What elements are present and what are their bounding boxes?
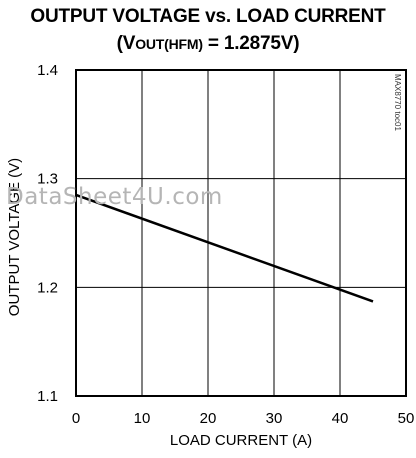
x-axis-title: LOAD CURRENT (A) <box>169 432 313 449</box>
y-tick-label-0: 1.1 <box>37 388 58 405</box>
subtitle-prefix: (V <box>116 33 136 54</box>
part-number-label: MAX8770 toc01 <box>393 74 402 131</box>
x-tick-label-0: 0 <box>72 410 80 427</box>
y-tick-label-3: 1.4 <box>37 62 58 79</box>
x-tick-label-3: 30 <box>266 410 283 427</box>
x-tick-label-5: 50 <box>398 410 415 427</box>
x-tick-label-1: 10 <box>134 410 151 427</box>
y-tick-label-1: 1.2 <box>37 279 58 296</box>
watermark-text: DataSheet4U.com <box>6 184 223 210</box>
series-line-0 <box>75 193 374 303</box>
subtitle-subscript: OUT(HFM) <box>135 36 203 52</box>
x-tick-label-4: 40 <box>332 410 349 427</box>
chart-title: OUTPUT VOLTAGE vs. LOAD CURRENT <box>30 6 386 27</box>
chart-subtitle: (VOUT(HFM) = 1.2875V) <box>0 33 416 55</box>
y-axis-title: OUTPUT VOLTAGE (V) <box>6 157 23 317</box>
x-tick-label-2: 20 <box>200 410 217 427</box>
plot-frame <box>75 69 407 397</box>
subtitle-suffix: = 1.2875V) <box>202 33 300 54</box>
y-tick-label-2: 1.3 <box>37 171 58 188</box>
